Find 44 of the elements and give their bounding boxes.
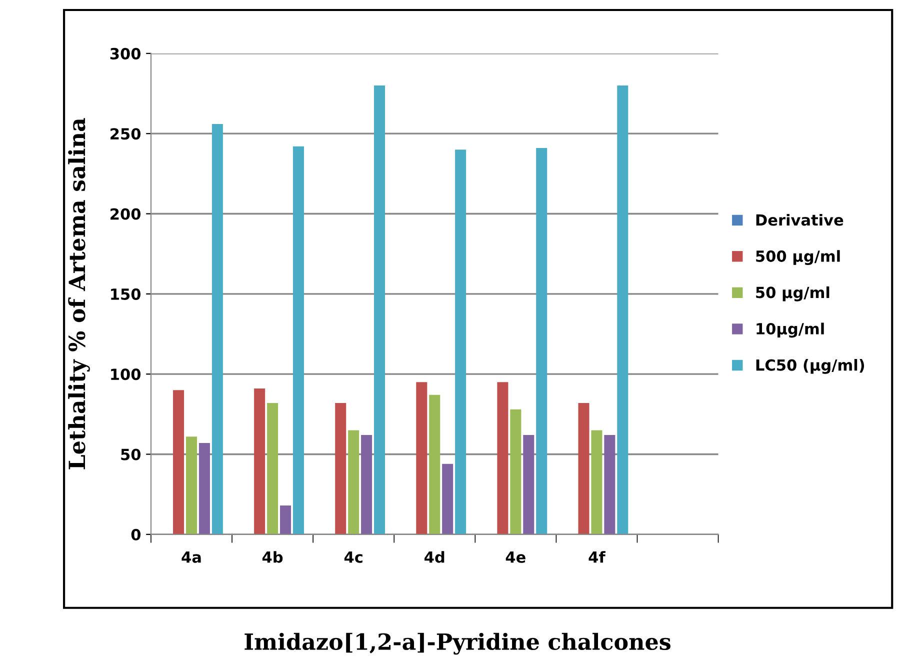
bar	[442, 464, 454, 534]
bar	[455, 150, 466, 534]
bar	[374, 86, 386, 534]
bar	[604, 435, 616, 534]
bar	[523, 435, 534, 534]
legend-label: 500 µg/ml	[756, 250, 840, 266]
bar	[267, 402, 278, 534]
legend-label: 10µg/ml	[756, 322, 824, 338]
y-axis-title: Lethality % of Artema salina	[68, 118, 90, 470]
bar	[212, 124, 223, 534]
legend-label: 50 µg/ml	[756, 286, 830, 302]
x-tick-label: 4d	[424, 551, 444, 563]
x-tick-label: 4a	[182, 552, 201, 563]
y-tick-label: 200	[110, 208, 141, 220]
y-tick-label: 150	[111, 288, 141, 300]
x-tick-label: 4b	[262, 551, 283, 563]
legend-label: LC50 (µg/ml)	[756, 358, 864, 374]
bar	[173, 390, 184, 534]
bar	[536, 148, 548, 534]
y-tick-label: 250	[110, 128, 141, 140]
bar	[510, 409, 522, 534]
bar	[280, 506, 292, 534]
bar	[591, 430, 602, 534]
x-tick-label: 4c	[344, 552, 362, 563]
bar	[578, 402, 590, 534]
x-axis-title: Imidazo[1,2-a]-Pyridine chalcones	[244, 632, 670, 655]
bar	[361, 435, 372, 534]
bar	[348, 430, 360, 534]
bar	[186, 436, 198, 534]
x-tick-label: 4f	[588, 551, 606, 563]
bar	[497, 382, 508, 534]
bar	[198, 443, 210, 534]
y-tick-label: 0	[131, 528, 141, 540]
y-tick-label: 300	[110, 48, 141, 60]
bar	[429, 394, 440, 534]
x-tick-label: 4e	[506, 552, 526, 563]
y-tick-label: 50	[121, 448, 141, 460]
bar	[292, 146, 304, 534]
bar	[254, 388, 266, 534]
bar	[335, 402, 346, 534]
legend-label: Derivative	[756, 214, 844, 226]
bar	[416, 382, 428, 534]
y-tick-label: 100	[111, 368, 141, 380]
bar	[617, 86, 628, 534]
